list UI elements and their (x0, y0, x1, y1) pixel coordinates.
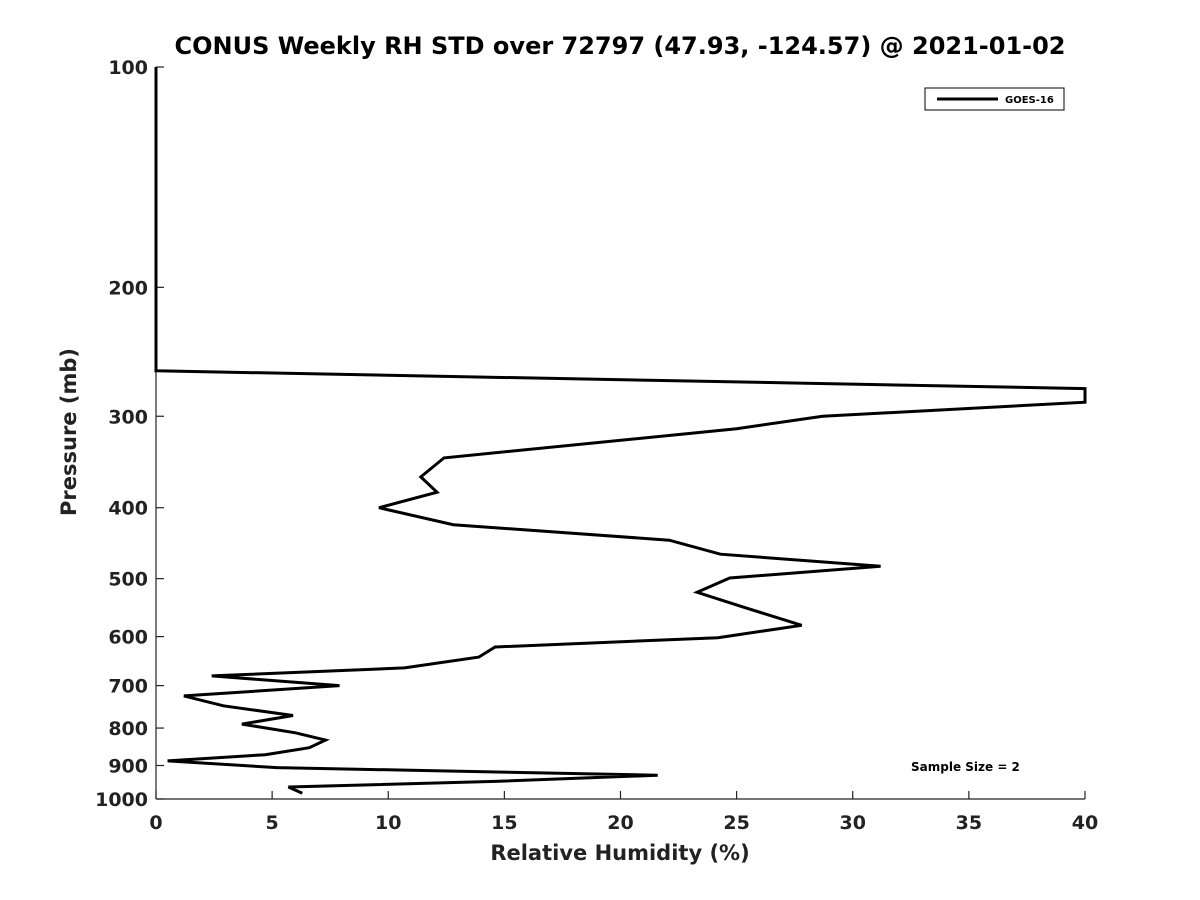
series-layer (154, 67, 1087, 795)
x-tick-label: 5 (266, 812, 279, 834)
y-tick-label: 1000 (95, 789, 148, 811)
x-tick-label: 30 (840, 812, 866, 834)
y-tick-label: 700 (108, 676, 148, 698)
y-tick-label: 600 (108, 627, 148, 649)
y-axis: 100 200 300 400 500 600 700 800 900 1000 (95, 57, 164, 811)
x-tick-label: 35 (956, 812, 982, 834)
y-tick-label: 400 (108, 498, 148, 520)
chart-title: CONUS Weekly RH STD over 72797 (47.93, -… (174, 32, 1065, 60)
series-line-goes-16 (154, 67, 1087, 795)
legend: GOES-16 (924, 87, 1065, 111)
x-tick-label: 25 (723, 812, 749, 834)
x-tick-label: 15 (491, 812, 517, 834)
x-axis: 0 5 10 15 20 25 30 35 40 (149, 791, 1098, 834)
x-axis-label: Relative Humidity (%) (490, 841, 749, 865)
y-tick-label: 800 (108, 718, 148, 740)
x-tick-label: 40 (1072, 812, 1098, 834)
y-tick-label: 100 (108, 57, 148, 79)
x-tick-label: 0 (149, 812, 162, 834)
y-tick-label: 200 (108, 277, 148, 299)
y-tick-label: 900 (108, 756, 148, 778)
y-tick-label: 500 (108, 569, 148, 591)
x-tick-label: 10 (375, 812, 401, 834)
y-axis-label: Pressure (mb) (57, 348, 81, 516)
x-tick-label: 20 (607, 812, 633, 834)
sample-size-annotation: Sample Size = 2 (911, 760, 1020, 774)
y-tick-label: 300 (108, 406, 148, 428)
legend-label: GOES-16 (1005, 95, 1054, 106)
